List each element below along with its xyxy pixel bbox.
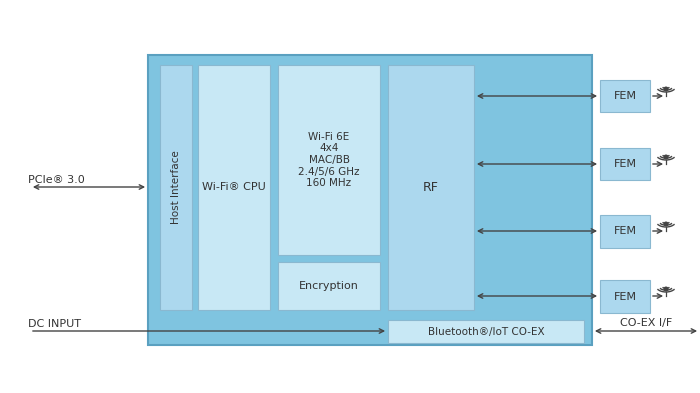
Text: PCIe® 3.0: PCIe® 3.0 bbox=[28, 175, 85, 185]
Circle shape bbox=[664, 87, 668, 91]
Bar bbox=[198, 65, 270, 310]
Text: Encryption: Encryption bbox=[299, 281, 359, 291]
Bar bbox=[600, 80, 650, 112]
Bar bbox=[388, 320, 584, 343]
Text: Bluetooth®/IoT CO-EX: Bluetooth®/IoT CO-EX bbox=[428, 327, 545, 336]
Text: CO-EX I/F: CO-EX I/F bbox=[620, 318, 672, 328]
Text: Wi-Fi® CPU: Wi-Fi® CPU bbox=[202, 182, 266, 193]
Bar bbox=[600, 148, 650, 180]
Bar bbox=[160, 65, 192, 310]
Text: FEM: FEM bbox=[613, 159, 636, 169]
Text: RF: RF bbox=[423, 181, 439, 194]
Circle shape bbox=[664, 287, 668, 291]
Text: FEM: FEM bbox=[613, 226, 636, 237]
Bar bbox=[148, 55, 592, 345]
Bar bbox=[600, 280, 650, 313]
Circle shape bbox=[664, 222, 668, 226]
Text: Wi-Fi 6E
4x4
MAC/BB
2.4/5/6 GHz
160 MHz: Wi-Fi 6E 4x4 MAC/BB 2.4/5/6 GHz 160 MHz bbox=[298, 132, 360, 188]
Text: FEM: FEM bbox=[613, 292, 636, 301]
Circle shape bbox=[664, 155, 668, 159]
Text: DC INPUT: DC INPUT bbox=[28, 319, 81, 329]
Bar bbox=[600, 215, 650, 248]
Bar bbox=[278, 65, 380, 255]
Text: FEM: FEM bbox=[613, 91, 636, 101]
Bar bbox=[278, 262, 380, 310]
Text: Host Interface: Host Interface bbox=[171, 151, 181, 224]
Bar bbox=[388, 65, 474, 310]
